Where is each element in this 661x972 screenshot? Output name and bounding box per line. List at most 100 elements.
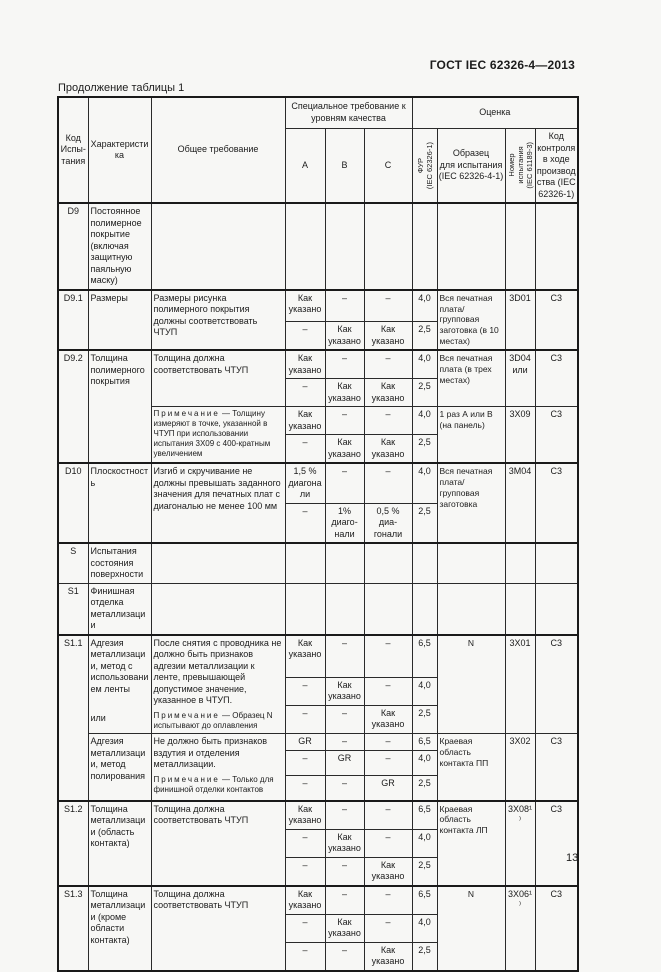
table-row: – GR – 4,0: [58, 749, 578, 776]
doc-number: ГОСТ IEC 62326-4—2013: [429, 58, 575, 72]
cell-sample: Вся печатная плата/групповая заготовка: [436, 462, 506, 544]
cell-characteristic: Толщина металлизации (кроме области конт…: [87, 884, 152, 972]
cell-characteristic: Постоянное полимерное покрытие (включая …: [87, 202, 152, 291]
empty-cell: [324, 582, 365, 636]
requirements-table: Код Испы- тания Характеристика Общее тре…: [57, 96, 580, 972]
cell-level-c: Как указано: [363, 941, 413, 972]
cell-general-requirement: Не должно быть признаков вздутия и отдел…: [150, 732, 286, 802]
header-special-requirement: Специальное требование к уровням качеств…: [284, 96, 413, 129]
cell-level-a: Как указано: [284, 884, 326, 915]
cell-level-c: –: [363, 733, 413, 751]
cell-level-a: –: [284, 676, 326, 706]
header-fur: ФУР (IEC 62326-1): [411, 128, 438, 204]
cell-test-number: 3Х01: [504, 633, 536, 734]
cell-fur: 4,0: [411, 749, 438, 776]
header-level-b: В: [324, 128, 365, 204]
note-text: Примечание — Образец N испытывают до опл…: [153, 711, 273, 730]
cell-level-c: –: [363, 799, 413, 830]
cell-fur: 2,5: [411, 378, 438, 408]
cell-level-b: Как указано: [324, 434, 365, 464]
cell-control-code: С3: [534, 633, 579, 734]
cell-level-b: Как указано: [324, 321, 365, 351]
empty-cell: [150, 542, 286, 584]
cell-general-requirement: После снятия с проводника не должно быть…: [150, 633, 286, 734]
empty-cell: [284, 542, 326, 584]
cell-level-a: –: [284, 321, 326, 351]
cell-level-c: Как указано: [363, 434, 413, 464]
cell-fur: 2,5: [411, 941, 438, 972]
cell-control-code: С3: [534, 799, 579, 887]
cell-level-a: –: [284, 704, 326, 735]
cell-sample: Краевая область контакта ПП: [436, 732, 506, 802]
cell-level-b: –: [324, 856, 365, 887]
cell-level-c: –: [363, 633, 413, 678]
page-number: 13: [566, 852, 579, 864]
cell-level-b: –: [324, 799, 365, 830]
cell-fur: 2,5: [411, 704, 438, 735]
empty-cell: [284, 582, 326, 636]
table-row: – Как указано Как указано 2,5: [58, 321, 578, 351]
cell-level-b: –: [324, 774, 365, 802]
header-level-c: С: [363, 128, 413, 204]
cell-characteristic: Адгезия металлизации, метод с использова…: [87, 633, 152, 734]
empty-cell: [363, 542, 413, 584]
cell-control-code: С3: [534, 732, 579, 802]
cell-code: D9: [57, 202, 89, 291]
cell-level-b: Как указано: [324, 828, 365, 858]
cell-fur: 4,0: [411, 676, 438, 706]
cell-level-a: Как указано: [284, 799, 326, 830]
cell-characteristic: Испытания состояния поверхности: [87, 542, 152, 584]
cell-level-c: –: [363, 828, 413, 858]
cell-control-code: С3: [534, 288, 579, 351]
table-row: – Как указано – 4,0: [58, 828, 578, 858]
cell-fur: 6,5: [411, 733, 438, 751]
cell-code: S1.3: [57, 884, 89, 972]
note-label: Примечание: [153, 711, 220, 720]
empty-cell: [150, 202, 286, 291]
cell-level-b: Как указано: [324, 913, 365, 943]
cell-level-c: –: [363, 884, 413, 915]
empty-cell: [150, 582, 286, 636]
table-row: D10 Плоскостность Изгиб и скручивание не…: [57, 462, 579, 544]
cell-level-b: Как указано: [324, 676, 365, 706]
cell-characteristic: Толщина полимерного покрытия: [87, 349, 152, 464]
cell-code: D10: [57, 462, 89, 544]
cell-level-c: –: [363, 676, 413, 706]
header-fur-text: ФУР (IEC 62326-1): [415, 141, 434, 190]
cell-level-a: Как указано: [284, 633, 326, 678]
cell-fur: 6,5: [411, 884, 438, 915]
empty-cell: [363, 202, 413, 291]
cell-sample: N: [436, 633, 506, 734]
header-grade: Оценка: [411, 96, 579, 129]
cell-level-a: GR: [284, 733, 326, 751]
cell-test-number: 3Х09: [504, 406, 536, 464]
empty-cell: [363, 582, 413, 636]
cell-level-a: –: [284, 434, 326, 464]
cell-fur: 2,5: [411, 856, 438, 887]
header-control-code: Код контроля в ходе производства (IEC 62…: [534, 128, 579, 204]
cell-general-requirement: Изгиб и скручивание не должны превышать …: [150, 462, 286, 544]
table-row: S1.1 Адгезия металлизации, метод с испол…: [57, 633, 579, 802]
cell-level-a: –: [284, 774, 326, 802]
cell-characteristic: Адгезия металлизации, метод полирования: [87, 732, 152, 802]
empty-cell: [284, 202, 326, 291]
cell-test-number: 3D04 или: [504, 349, 536, 408]
cell-level-c: 0,5 % диа­гонали: [363, 502, 413, 544]
empty-cell: [534, 202, 579, 291]
cell-test-number: 3М04: [504, 462, 536, 544]
empty-cell: [411, 582, 438, 636]
cell-test-number: 3D01: [504, 288, 536, 351]
cell-characteristic: Финишная отделка металлизации: [87, 582, 152, 636]
cell-characteristic: Плоскостность: [87, 462, 152, 544]
table-row: D9 Постоянное полимерное покрытие (включ…: [57, 202, 579, 291]
empty-cell: [411, 542, 438, 584]
cell-level-c: Как указано: [363, 321, 413, 351]
cell-level-a: Как указано: [284, 288, 326, 323]
cell-level-b: –: [324, 349, 365, 380]
table-row: S1 Финишная отделка металлизации: [57, 582, 579, 636]
cell-general-requirement: Толщина должна соответствовать ЧТУП: [150, 799, 286, 887]
cell-level-c: –: [363, 406, 413, 436]
header-test-number: Номер испытания (IEC 61189-3): [504, 128, 536, 204]
cell-level-a: –: [284, 749, 326, 776]
cell-test-number: 3Х02: [504, 732, 536, 802]
